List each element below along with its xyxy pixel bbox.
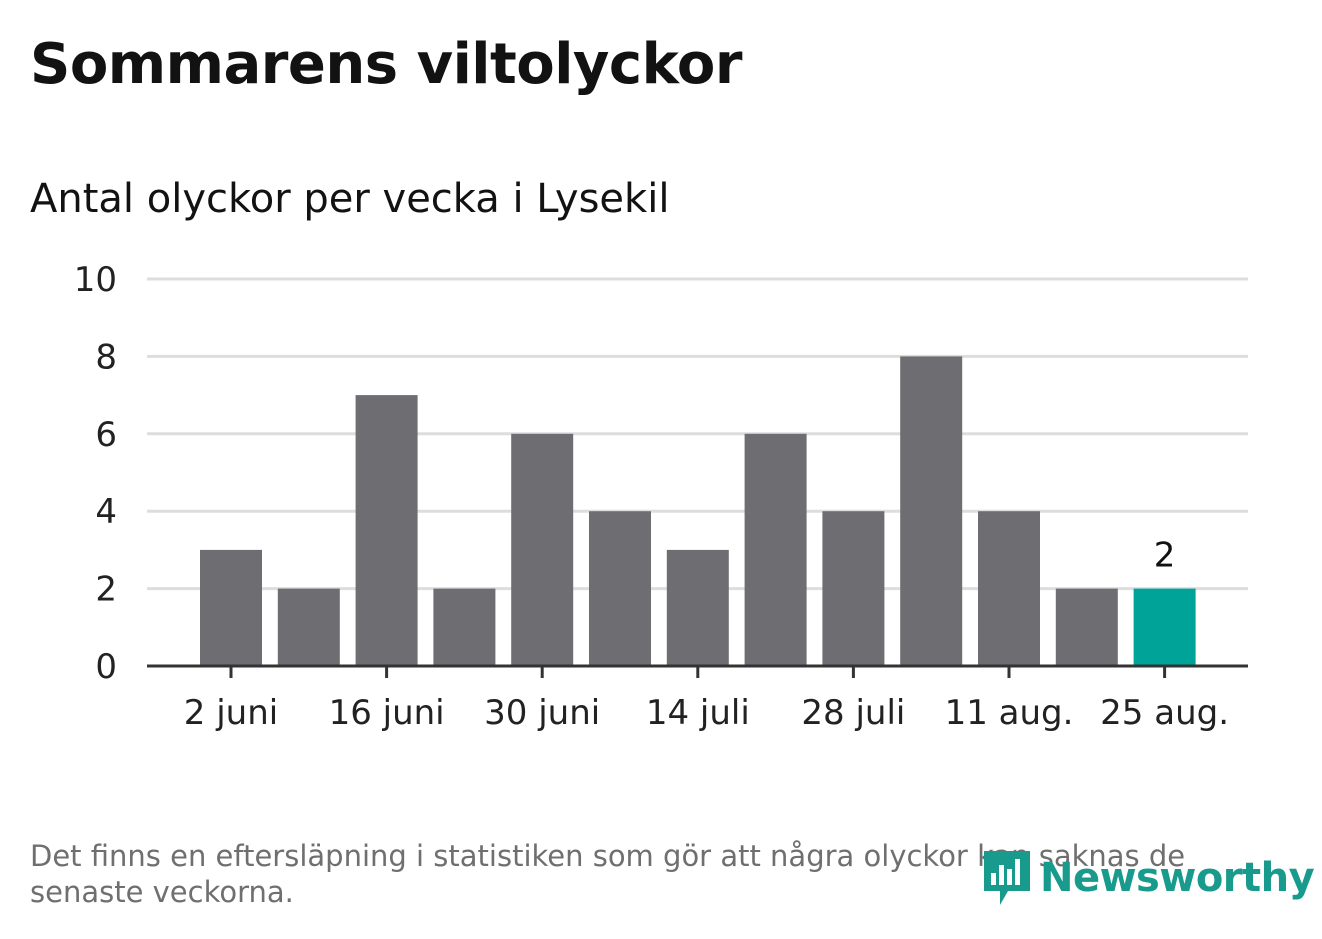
logo-text: Newsworthy [1040,855,1315,901]
y-tick-label: 2 [95,570,117,610]
bar [978,511,1040,666]
y-tick-label: 8 [95,337,117,377]
x-tick-label: 16 juni [329,693,445,733]
bar [200,549,262,666]
y-tick-label: 4 [95,492,117,532]
bar [744,433,807,666]
newsworthy-logo: Newsworthy [982,846,1315,910]
newsworthy-logo-icon [984,851,1030,905]
data-label: 2 [1154,536,1176,576]
bar [589,511,651,666]
x-tick-label: 14 juli [646,693,750,733]
x-tick-label: 30 juni [484,693,600,733]
bar [433,588,496,666]
chart-title: Sommarens viltolyckor [30,32,742,97]
bar [1055,588,1118,666]
bar [277,588,340,666]
y-tick-label: 10 [74,260,117,300]
y-tick-label: 0 [95,647,117,687]
bar [355,395,418,666]
bar [900,356,963,666]
bar-chart: 0 2 4 6 8 10 2 2 juni 16 juni 30 juni 14 juli 28 ju… [74,260,1248,733]
bar [511,433,574,666]
y-tick-label: 6 [95,415,117,455]
chart-subtitle: Antal olyckor per vecka i Lysekil [30,176,670,222]
bar [1133,588,1196,666]
x-tick-label: 2 juni [184,693,278,733]
x-tick-label: 11 aug. [945,693,1074,733]
x-tick-label: 28 juli [801,693,905,733]
bar [666,549,729,666]
bar [822,511,885,666]
x-tick-label: 25 aug. [1100,693,1229,733]
